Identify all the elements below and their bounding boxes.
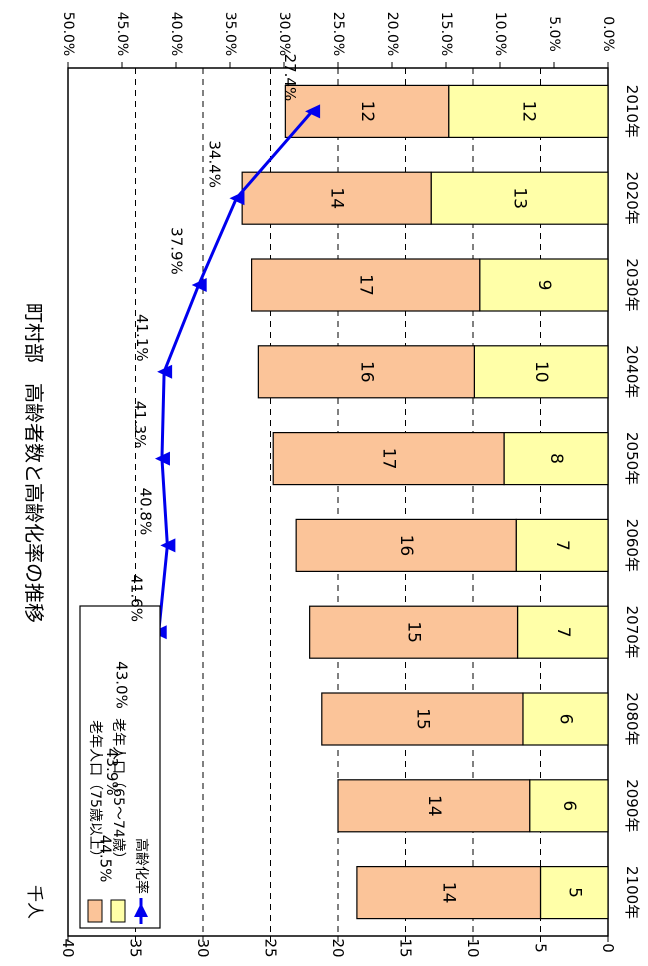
aging-rate-label: 44.5% [96, 835, 114, 883]
aging-rate-marker [229, 191, 244, 205]
bar-75-plus-value-label: 17 [356, 274, 376, 296]
aging-rate-label: 43.0% [113, 661, 131, 709]
bar-75-plus-value-label: 15 [412, 708, 432, 730]
aging-rate-label: 34.4% [205, 140, 223, 188]
category-label: 2030年 [623, 258, 641, 311]
left-axis-tick-label: 20 [329, 938, 347, 957]
left-axis-tick-label: 40 [59, 938, 77, 957]
bar-75-plus-value-label: 15 [404, 621, 424, 643]
bar-65-74-value-label: 9 [534, 280, 554, 291]
aging-rate-label: 41.1% [133, 314, 151, 362]
legend-label-rate: 高齢化率 [133, 838, 150, 894]
category-label: 2020年 [623, 172, 641, 225]
bar-75-plus-value-label: 17 [379, 448, 399, 470]
category-label: 2100年 [623, 866, 641, 919]
aging-rate-label: 43.9% [103, 748, 121, 796]
bar-75-plus-value-label: 16 [396, 535, 416, 557]
right-axis-tick-label: 5.0% [546, 16, 562, 52]
left-axis-tick-label: 15 [397, 938, 415, 957]
aging-rate-label: 41.6% [128, 574, 146, 622]
right-axis-tick-label: 25.0% [330, 12, 346, 56]
right-axis-tick-label: 20.0% [384, 12, 400, 56]
category-label: 2050年 [623, 432, 641, 485]
left-axis-tick-label: 10 [464, 938, 482, 957]
left-axis-tick-label: 25 [262, 938, 280, 957]
category-label: 2080年 [623, 692, 641, 745]
bar-65-74-value-label: 12 [518, 101, 538, 123]
legend-swatch-65-74 [111, 900, 125, 922]
chart-title: 町村部 高齢者数と高齢化率の推移 [22, 303, 46, 623]
aging-rate-label: 41.3% [131, 401, 149, 449]
right-axis-tick-label: 40.0% [168, 12, 184, 56]
bar-65-74-value-label: 10 [531, 361, 551, 383]
bar-75-plus-value-label: 14 [439, 882, 459, 904]
bar-65-74-value-label: 8 [546, 453, 566, 464]
bar-65-74-value-label: 6 [555, 714, 575, 725]
right-axis-tick-label: 50.0% [60, 12, 76, 56]
left-axis-tick-label: 0 [599, 943, 617, 953]
right-axis-tick-label: 15.0% [438, 12, 454, 56]
category-label: 2040年 [623, 345, 641, 398]
legend-swatch-75-plus [88, 900, 102, 922]
category-label: 2070年 [623, 606, 641, 659]
right-axis-tick-label: 35.0% [222, 12, 238, 56]
category-label: 2090年 [623, 779, 641, 832]
bar-75-plus-value-label: 14 [327, 187, 347, 209]
left-axis-tick-label: 5 [532, 943, 550, 953]
bar-75-plus-value-label: 12 [357, 101, 377, 123]
bar-65-74-value-label: 7 [553, 627, 573, 638]
left-axis-unit: 千人 [24, 885, 44, 919]
bar-75-plus-value-label: 14 [424, 795, 444, 817]
bar-65-74-value-label: 7 [552, 540, 572, 551]
aging-rate-label: 27.4% [281, 54, 299, 102]
bar-75-plus-value-label: 16 [356, 361, 376, 383]
right-axis-tick-label: 10.0% [492, 12, 508, 56]
aging-rate-label: 37.9% [168, 227, 186, 275]
right-axis-tick-label: 0.0% [600, 16, 616, 52]
left-axis-tick-label: 35 [127, 938, 145, 957]
bar-65-74-value-label: 13 [510, 187, 530, 209]
aging-rate-label: 40.8% [136, 488, 154, 536]
category-label: 2060年 [623, 519, 641, 572]
right-axis-tick-label: 30.0% [276, 12, 292, 56]
bar-65-74-value-label: 6 [559, 800, 579, 811]
right-axis-tick-label: 45.0% [114, 12, 130, 56]
category-label: 2010年 [623, 85, 641, 138]
bar-65-74-value-label: 5 [564, 887, 584, 898]
left-axis-tick-label: 30 [194, 938, 212, 957]
